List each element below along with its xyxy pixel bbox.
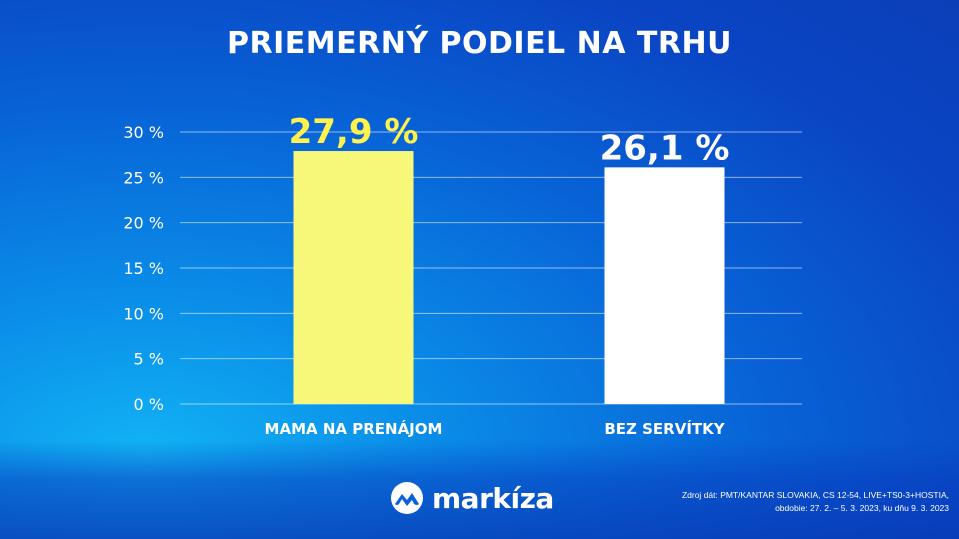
y-tick-label: 30 % bbox=[123, 123, 164, 142]
y-tick-label: 15 % bbox=[123, 259, 164, 278]
bar-1 bbox=[293, 151, 414, 404]
brand-logo: markíza bbox=[390, 478, 554, 518]
bar-chart: 0 %5 %10 %15 %20 %25 %30 % 27,9 % 26,1 % … bbox=[123, 112, 730, 438]
page-title: PRIEMERNÝ PODIEL NA TRHU bbox=[227, 26, 732, 61]
y-axis-ticks: 0 % 5 % 10 % 15 % 20 % 25 % 30 % bbox=[123, 123, 164, 414]
y-tick-label: 0 % bbox=[134, 395, 164, 414]
data-labels: 27,9 % 26,1 % bbox=[289, 112, 730, 168]
source-note: Zdroj dát: PMT/KANTAR SLOVAKIA, CS 12-54… bbox=[682, 489, 949, 515]
data-label-1: 27,9 % bbox=[289, 112, 419, 152]
source-line-1: Zdroj dát: PMT/KANTAR SLOVAKIA, CS 12-54… bbox=[681, 490, 949, 500]
brand-name: markíza bbox=[432, 481, 554, 515]
mountain-logo-icon bbox=[391, 482, 423, 514]
y-tick-label: 25 % bbox=[123, 168, 164, 187]
bar-2 bbox=[604, 167, 725, 404]
source-line-2: obdobie: 27. 2. – 5. 3. 2023, ku dňu 9. … bbox=[775, 503, 949, 513]
bars bbox=[293, 151, 725, 404]
x-axis-categories: MAMA NA PRENÁJOM BEZ SERVÍTKY bbox=[265, 419, 726, 438]
category-label-2: BEZ SERVÍTKY bbox=[604, 419, 725, 438]
y-tick-label: 10 % bbox=[123, 304, 164, 323]
y-tick-label: 5 % bbox=[134, 350, 164, 369]
category-label-1: MAMA NA PRENÁJOM bbox=[265, 419, 443, 438]
y-tick-label: 20 % bbox=[123, 214, 164, 233]
footer-band bbox=[0, 440, 959, 539]
data-label-2: 26,1 % bbox=[600, 128, 730, 168]
